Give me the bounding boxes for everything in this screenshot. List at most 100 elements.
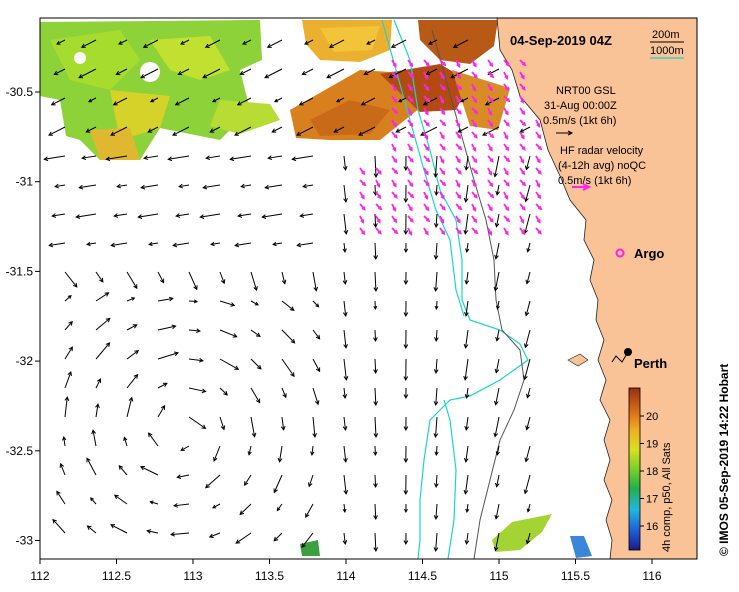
isobath-200m — [431, 29, 525, 559]
current-arrow — [95, 403, 100, 418]
radar-arrow — [439, 119, 447, 127]
current-arrow — [373, 242, 378, 261]
current-arrow — [493, 155, 500, 178]
colorbar-tick-label: 20 — [646, 411, 658, 423]
radar-arrow — [423, 203, 430, 212]
current-arrow — [85, 126, 97, 133]
plot-frame — [39, 17, 698, 560]
radar-arrow — [503, 167, 509, 176]
current-arrow — [240, 183, 252, 189]
current-arrow — [373, 503, 378, 521]
radar-arrow — [407, 191, 415, 199]
radar-arrow — [439, 191, 445, 200]
radar-arrow — [535, 179, 541, 188]
current-arrow — [434, 300, 439, 311]
radar-arrow — [535, 119, 541, 128]
radar-arrow — [535, 167, 542, 175]
current-arrow — [261, 213, 283, 219]
current-arrow — [495, 184, 500, 196]
current-arrow — [137, 213, 159, 219]
radar-arrow — [407, 59, 414, 68]
current-arrow — [403, 416, 409, 432]
current-arrow — [342, 387, 348, 399]
current-arrow — [188, 416, 207, 429]
current-arrow — [157, 324, 177, 331]
radar-arrow — [519, 131, 525, 140]
current-arrow — [342, 532, 348, 545]
current-arrow — [167, 155, 190, 162]
radar-arrow — [439, 215, 445, 224]
radar-arrow — [535, 203, 543, 211]
radar-arrow — [503, 119, 510, 127]
radar-arrow — [471, 191, 478, 199]
current-arrow — [64, 271, 78, 288]
radar-arrow — [375, 179, 381, 188]
current-arrow — [305, 503, 314, 519]
depth-legend-200m-label: 200m — [652, 29, 680, 41]
current-arrow — [464, 416, 470, 431]
current-arrow — [277, 445, 283, 463]
radar-arrow — [519, 119, 527, 127]
current-arrow — [188, 299, 199, 304]
radar-arrow — [471, 167, 479, 175]
radar-arrow — [407, 179, 414, 188]
current-arrow — [523, 213, 531, 235]
radar-arrow — [455, 215, 461, 224]
current-arrow — [433, 242, 439, 260]
hf-radar-vectors — [359, 59, 543, 236]
radar-arrow — [391, 167, 399, 175]
current-arrow — [52, 518, 66, 534]
current-arrow — [493, 387, 500, 406]
current-arrow — [59, 462, 66, 476]
current-arrow — [209, 126, 221, 133]
current-arrow — [482, 126, 500, 136]
current-arrow — [463, 445, 469, 463]
current-arrow — [358, 126, 376, 136]
radar-arrow — [391, 143, 397, 152]
radar-arrow — [423, 71, 429, 80]
y-tick-label: -31 — [16, 175, 34, 189]
radar-arrow — [439, 71, 445, 80]
current-arrow — [463, 329, 469, 349]
colorbar-tick-label: 16 — [646, 521, 658, 533]
current-arrow — [213, 445, 221, 462]
current-arrow — [78, 184, 97, 190]
current-arrow — [86, 241, 97, 247]
current-arrow — [494, 358, 500, 374]
radar-arrow — [375, 203, 383, 211]
current-arrow — [452, 39, 469, 48]
radar-arrow — [487, 83, 493, 92]
current-arrow — [343, 213, 349, 235]
radar-arrow — [471, 95, 478, 104]
radar-arrow — [423, 167, 429, 176]
radar-arrow — [503, 227, 509, 236]
sst-patch-north — [290, 20, 510, 140]
current-arrow — [81, 155, 97, 161]
current-arrow — [310, 445, 315, 456]
x-tick-label: 115 — [489, 569, 508, 583]
current-arrow — [298, 97, 314, 106]
current-arrow — [147, 432, 159, 447]
current-arrow — [116, 183, 128, 189]
radar-arrow — [487, 59, 494, 68]
radar-arrow — [487, 167, 493, 176]
current-arrow — [312, 329, 321, 340]
current-arrow — [53, 68, 66, 76]
current-arrow — [208, 532, 221, 538]
current-arrow — [524, 155, 531, 171]
current-arrow — [54, 183, 66, 189]
current-arrow — [149, 500, 159, 505]
current-arrow — [210, 241, 221, 247]
radar-arrow — [471, 119, 477, 128]
current-arrow — [342, 155, 348, 171]
current-arrow — [62, 436, 67, 447]
radar-legend-line3: 0.5m/s (1kt 6h) — [558, 175, 631, 187]
current-arrow — [525, 532, 531, 545]
radar-arrow — [359, 203, 366, 211]
current-arrow — [235, 532, 252, 544]
radar-arrow — [487, 107, 493, 116]
current-arrow — [403, 300, 409, 318]
current-arrow — [112, 97, 128, 106]
current-arrow — [373, 213, 378, 229]
perth-marker: Perth — [611, 348, 667, 371]
